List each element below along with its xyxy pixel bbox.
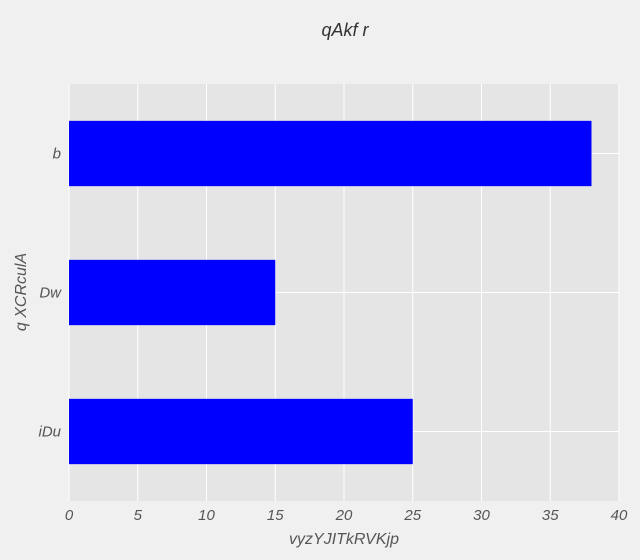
x-tick-label: 25 [403, 507, 421, 524]
x-tick-label: 30 [473, 507, 490, 524]
y-tick-label-b: b [53, 146, 61, 163]
bar-dw [69, 259, 276, 326]
bars [69, 120, 592, 465]
y-tick-labels: b Dw iDu [38, 146, 62, 441]
x-tick-label: 10 [198, 507, 215, 524]
y-tick-label-dw: Dw [39, 285, 62, 302]
chart-title: qAkf r [321, 20, 369, 40]
x-tick-label: 0 [65, 507, 74, 524]
x-tick-label: 20 [335, 507, 353, 524]
x-axis-label: vyzYJITkRVKjp [289, 531, 399, 548]
y-axis-label: q XCRculA [13, 253, 30, 331]
x-tick-label: 35 [542, 507, 559, 524]
x-tick-label: 5 [134, 507, 143, 524]
bar-b [69, 120, 592, 187]
x-tick-label: 15 [267, 507, 284, 524]
x-tick-label: 40 [611, 507, 628, 524]
bar-idu [69, 398, 413, 465]
x-tick-labels: 0 5 10 15 20 25 30 35 40 [65, 507, 628, 524]
y-tick-label-idu: iDu [38, 424, 61, 441]
